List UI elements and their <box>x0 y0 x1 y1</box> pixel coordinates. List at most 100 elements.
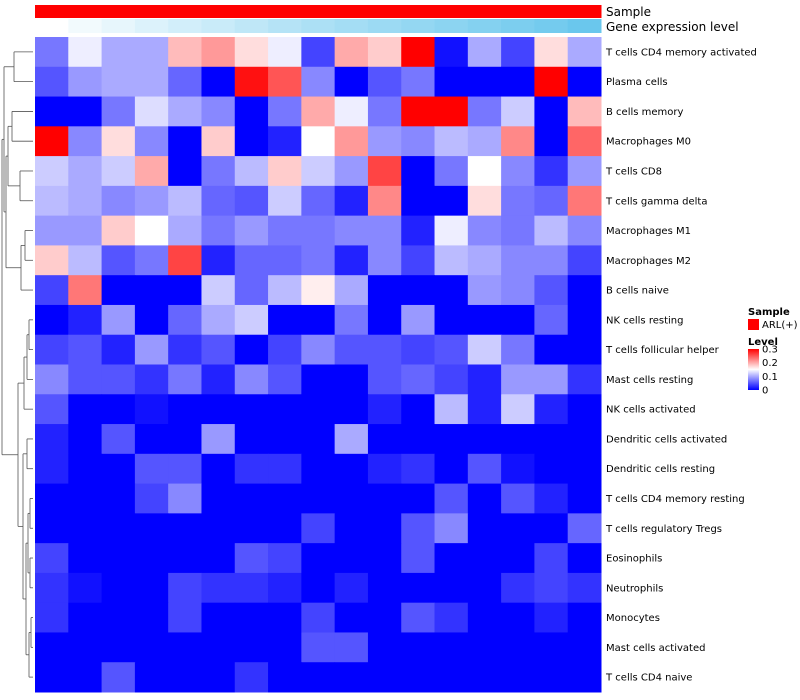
heatmap-cell <box>367 275 402 306</box>
gene-expression-annotation-cell <box>434 19 469 33</box>
heatmap-cell <box>68 513 103 544</box>
heatmap-cell <box>201 275 236 306</box>
heatmap-cell <box>334 245 369 276</box>
heatmap-cell <box>334 513 369 544</box>
heatmap-cell <box>101 334 136 365</box>
heatmap-cell <box>35 304 69 336</box>
heatmap-cell <box>234 572 269 604</box>
heatmap-cell <box>168 632 202 663</box>
heatmap-cell <box>534 37 569 68</box>
heatmap-cell <box>201 96 236 127</box>
gene-expression-annotation-bar <box>35 19 602 33</box>
heatmap-cell <box>68 304 103 336</box>
heatmap-cell <box>334 304 369 336</box>
heatmap-cell <box>401 394 436 425</box>
heatmap-cell <box>367 453 402 485</box>
heatmap-cell <box>134 275 169 306</box>
heatmap-cell <box>501 453 535 485</box>
heatmap-cell <box>567 156 602 187</box>
heatmap-cell <box>35 602 69 633</box>
heatmap-cell <box>134 245 169 276</box>
heatmap-cell <box>35 245 69 276</box>
heatmap-cell <box>301 424 336 455</box>
row-label: Macrophages M0 <box>606 137 691 148</box>
heatmap-cell <box>201 424 236 455</box>
heatmap-cell <box>168 245 202 276</box>
heatmap-cell <box>434 37 469 68</box>
heatmap-cell <box>367 364 402 395</box>
heatmap-cell <box>534 126 569 157</box>
heatmap-cell <box>134 662 169 693</box>
heatmap-cell <box>334 394 369 425</box>
heatmap-cell <box>134 543 169 574</box>
heatmap-cell <box>35 37 69 68</box>
heatmap-cell <box>334 275 369 306</box>
heatmap-cell <box>234 602 269 633</box>
heatmap-cell <box>467 453 502 485</box>
heatmap-cell <box>168 513 202 544</box>
row-label: NK cells activated <box>606 405 696 416</box>
legend-sample-title: Sample <box>748 307 790 318</box>
heatmap-cell <box>101 245 136 276</box>
heatmap-cell <box>334 364 369 395</box>
heatmap-cell <box>534 424 569 455</box>
heatmap-cell <box>101 453 136 485</box>
heatmap-cell <box>168 215 202 246</box>
gene-expression-annotation-cell <box>35 19 69 33</box>
heatmap-cell <box>567 483 602 514</box>
row-label: Macrophages M1 <box>606 226 691 237</box>
heatmap-cell <box>101 483 136 514</box>
heatmap-cell <box>268 66 302 98</box>
heatmap-cell <box>334 424 369 455</box>
heatmap-cell <box>501 185 535 217</box>
heatmap-cell <box>268 215 302 246</box>
heatmap-cell <box>434 572 469 604</box>
heatmap-cell <box>35 513 69 544</box>
heatmap-cell <box>301 632 336 663</box>
heatmap-cell <box>201 37 236 68</box>
heatmap-cell <box>467 543 502 574</box>
heatmap-cell <box>101 304 136 336</box>
heatmap-cell <box>467 37 502 68</box>
gene-expression-annotation-cell <box>234 19 269 33</box>
heatmap-cell <box>134 156 169 187</box>
heatmap-cell <box>367 185 402 217</box>
heatmap-cell <box>467 96 502 127</box>
heatmap-cell <box>534 483 569 514</box>
heatmap-cell <box>301 394 336 425</box>
heatmap-cell <box>134 215 169 246</box>
heatmap-cell <box>101 96 136 127</box>
heatmap-cell <box>501 275 535 306</box>
heatmap-cell <box>401 245 436 276</box>
heatmap-cell <box>201 156 236 187</box>
heatmap-cell <box>268 334 302 365</box>
heatmap-cell <box>301 453 336 485</box>
sample-annotation-cell <box>367 5 402 18</box>
heatmap-cell <box>367 156 402 187</box>
heatmap-cell <box>268 37 302 68</box>
heatmap-cell <box>534 304 569 336</box>
heatmap-cell <box>467 185 502 217</box>
heatmap-cell <box>234 275 269 306</box>
heatmap-cell <box>367 424 402 455</box>
heatmap-cell <box>134 66 169 98</box>
heatmap-cell <box>201 126 236 157</box>
heatmap-cell <box>567 364 602 395</box>
heatmap-cell <box>534 275 569 306</box>
heatmap-cell <box>334 215 369 246</box>
heatmap-cell <box>301 543 336 574</box>
heatmap-cell <box>201 66 236 98</box>
heatmap-cell <box>301 37 336 68</box>
heatmap-cell <box>301 483 336 514</box>
heatmap-cell <box>68 66 103 98</box>
heatmap-cell <box>234 245 269 276</box>
heatmap-cell <box>134 483 169 514</box>
heatmap-cell <box>134 453 169 485</box>
heatmap-cell <box>168 483 202 514</box>
heatmap-cell <box>35 364 69 395</box>
heatmap-cell <box>401 156 436 187</box>
heatmap-cell <box>168 572 202 604</box>
heatmap-cell <box>534 632 569 663</box>
heatmap-cell <box>467 394 502 425</box>
heatmap-cell <box>334 632 369 663</box>
